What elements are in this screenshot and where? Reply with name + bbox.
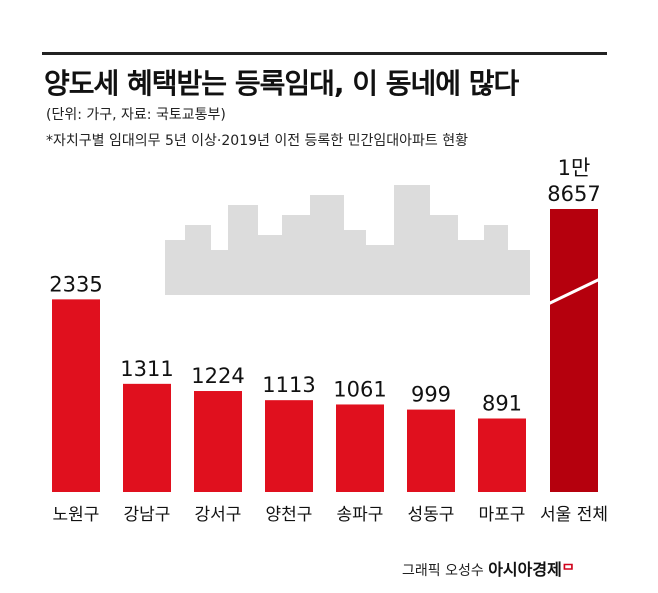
skyline-building [228,205,258,295]
category-label-6: 마포구 [479,505,526,525]
skyline-building [458,240,484,295]
chart-subtitle: (단위: 가구, 자료: 국토교통부) [46,107,226,123]
top-rule [42,52,607,55]
value-label-7: 8657 [547,182,600,206]
skyline-building [185,225,211,295]
category-labels-group: 노원구 강남구 강서구 양천구 송파구 성동구 마포구 서울 전체 [53,505,608,525]
credit-text: 그래픽 오성수 [402,563,484,579]
category-label-5: 성동구 [408,505,455,525]
bar-7 [550,209,598,492]
bar-4 [336,404,384,492]
brand-logo-text: 아시아경제 [488,560,562,579]
value-label-5: 999 [411,383,451,407]
category-label-2: 강서구 [195,505,242,525]
value-label-7: 1만 [558,156,591,180]
category-label-1: 강남구 [124,505,171,525]
category-label-0: 노원구 [53,505,100,525]
skyline-illustration [165,185,530,295]
skyline-building [484,225,508,295]
skyline-building [366,245,394,295]
bar-2 [194,391,242,492]
skyline-building [282,215,310,295]
bars-group [52,209,601,492]
brand-mark-icon: ᄆ [561,563,575,579]
bar-1 [123,383,171,492]
chart-note: *자치구별 임대의무 5년 이상·2019년 이전 등록한 민간임대아파트 현황 [46,133,469,149]
skyline-building [165,240,187,295]
bar-6 [478,418,526,492]
value-label-4: 1061 [333,377,386,401]
bar-3 [265,400,313,492]
source-credit: 그래픽 오성수 아시아경제ᄆ [402,556,575,580]
bar-5 [407,409,455,492]
chart-title: 양도세 혜택받는 등록임대, 이 동네에 많다 [44,67,519,100]
skyline-building [344,230,366,295]
value-label-2: 1224 [191,364,244,388]
bar-0 [52,299,100,492]
category-label-7: 서울 전체 [540,505,608,525]
value-label-6: 891 [482,391,522,415]
category-label-3: 양천구 [266,505,313,525]
value-label-0: 2335 [49,272,102,296]
value-label-3: 1113 [262,373,315,397]
axis-break-mark [547,277,601,306]
skyline-building [210,250,230,295]
skyline-building [430,215,458,295]
value-label-1: 1311 [120,357,173,381]
skyline-building [394,185,430,295]
skyline-building [258,235,282,295]
category-label-4: 송파구 [337,505,384,525]
skyline-building [310,195,344,295]
skyline-building [506,250,530,295]
